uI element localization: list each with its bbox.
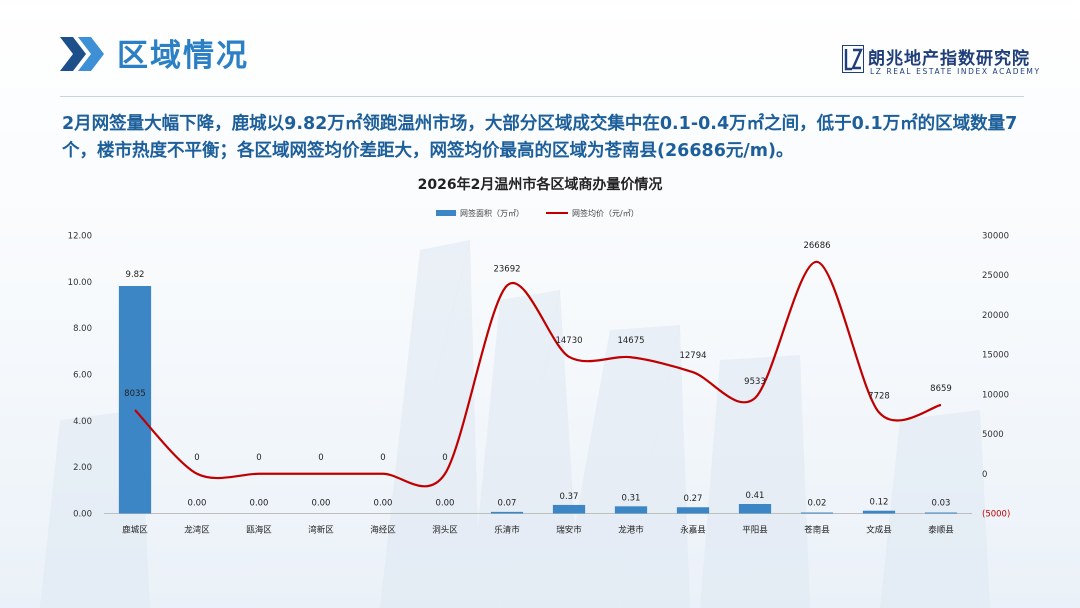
header: 区域情况 朗兆地产指数研究院 LZ REAL ESTATE INDEX ACAD… bbox=[0, 0, 1080, 100]
bar-data-label: 0.03 bbox=[932, 499, 951, 509]
bar bbox=[738, 504, 772, 514]
line-data-label: 14675 bbox=[617, 336, 644, 346]
y-right-tick: 5000 bbox=[982, 430, 1004, 440]
x-category-label: 湾新区 bbox=[308, 525, 334, 536]
x-category-label: 永嘉县 bbox=[680, 525, 706, 536]
x-category-label: 鹿城区 bbox=[122, 525, 148, 536]
bar-data-label: 0.37 bbox=[560, 492, 579, 502]
y-right-tick: 25000 bbox=[982, 271, 1009, 281]
bar bbox=[614, 506, 648, 514]
double-chevron-icon bbox=[60, 37, 104, 71]
bar bbox=[118, 286, 152, 514]
y-left-tick: 6.00 bbox=[73, 371, 92, 381]
y-left-tick: 0.00 bbox=[73, 510, 92, 520]
line-data-label: 26686 bbox=[803, 241, 830, 251]
x-category-label: 海经区 bbox=[370, 525, 396, 536]
y-right-tick: 10000 bbox=[982, 390, 1009, 400]
bar bbox=[490, 511, 524, 514]
line-data-label: 8035 bbox=[124, 389, 146, 399]
brand-logo: 朗兆地产指数研究院 LZ REAL ESTATE INDEX ACADEMY bbox=[842, 44, 1042, 80]
bar-data-label: 0.00 bbox=[188, 499, 207, 509]
y-left-tick: 10.00 bbox=[68, 278, 92, 288]
legend-bar-label: 网签面积（万㎡） bbox=[460, 208, 524, 218]
line-data-label: 0 bbox=[380, 453, 385, 463]
y-left-tick: 4.00 bbox=[73, 417, 92, 427]
bar-data-label: 9.82 bbox=[126, 270, 145, 280]
logo-chinese-name: 朗兆地产指数研究院 bbox=[868, 49, 1030, 69]
y-left-tick: 12.00 bbox=[68, 232, 92, 242]
line-data-label: 0 bbox=[256, 453, 261, 463]
chart-title: 2026年2月温州市各区域商办量价情况 bbox=[417, 177, 663, 193]
x-category-label: 瑞安市 bbox=[556, 525, 582, 536]
legend-line-label: 网签均价（元/㎡） bbox=[572, 208, 639, 218]
x-category-label: 泰顺县 bbox=[928, 525, 954, 536]
bar-data-label: 0.07 bbox=[498, 499, 517, 509]
bar bbox=[924, 512, 958, 514]
line-data-label: 8659 bbox=[930, 384, 952, 394]
x-category-label: 苍南县 bbox=[804, 525, 830, 536]
x-category-label: 瓯海区 bbox=[246, 525, 272, 536]
bar bbox=[552, 504, 586, 514]
bar bbox=[862, 510, 896, 514]
y-right-tick: 15000 bbox=[982, 351, 1009, 361]
bar bbox=[800, 512, 834, 514]
line-data-label: 9533 bbox=[744, 377, 766, 387]
y-left-tick: 8.00 bbox=[73, 324, 92, 334]
line-data-label: 0 bbox=[442, 453, 447, 463]
y-right-tick: 0 bbox=[982, 470, 987, 480]
price-line bbox=[134, 260, 942, 488]
line-data-label: 12794 bbox=[679, 351, 706, 361]
x-category-label: 乐清市 bbox=[494, 525, 520, 536]
page-title: 区域情况 bbox=[117, 38, 249, 74]
x-category-label: 龙湾区 bbox=[184, 525, 210, 536]
bar-data-label: 0.31 bbox=[622, 493, 641, 503]
x-category-label: 平阳县 bbox=[742, 526, 768, 536]
line-data-label: 0 bbox=[194, 453, 199, 463]
bar-data-label: 0.41 bbox=[746, 491, 765, 501]
x-category-label: 龙港市 bbox=[618, 525, 644, 536]
x-category-label: 文成县 bbox=[866, 525, 892, 536]
bar-data-label: 0.00 bbox=[436, 499, 455, 509]
bar-data-label: 0.02 bbox=[808, 499, 827, 509]
header-divider bbox=[60, 96, 1024, 97]
y-right-tick: 30000 bbox=[982, 232, 1009, 242]
bar-data-label: 0.12 bbox=[870, 498, 889, 508]
bar-data-label: 0.00 bbox=[250, 499, 269, 509]
bar-data-label: 0.00 bbox=[374, 499, 393, 509]
summary-text: 2月网签量大幅下降，鹿城以9.82万㎡领跑温州市场，大部分区域成交集中在0.1-… bbox=[62, 114, 1018, 161]
line-data-label: 0 bbox=[318, 453, 323, 463]
x-category-label: 洞头区 bbox=[432, 525, 458, 536]
line-data-label: 7728 bbox=[868, 391, 890, 401]
y-right-tick: (5000) bbox=[982, 510, 1010, 520]
legend-bar-swatch bbox=[436, 210, 456, 216]
logo-english-name: LZ REAL ESTATE INDEX ACADEMY bbox=[870, 67, 1041, 76]
line-data-label: 14730 bbox=[555, 336, 582, 346]
y-right-tick: 20000 bbox=[982, 311, 1009, 321]
line-data-label: 23692 bbox=[493, 265, 520, 275]
y-left-tick: 2.00 bbox=[73, 463, 92, 473]
bar bbox=[676, 507, 710, 514]
bar-data-label: 0.00 bbox=[312, 499, 331, 509]
lz-logo-icon bbox=[842, 45, 864, 73]
bar-data-label: 0.27 bbox=[684, 494, 703, 504]
